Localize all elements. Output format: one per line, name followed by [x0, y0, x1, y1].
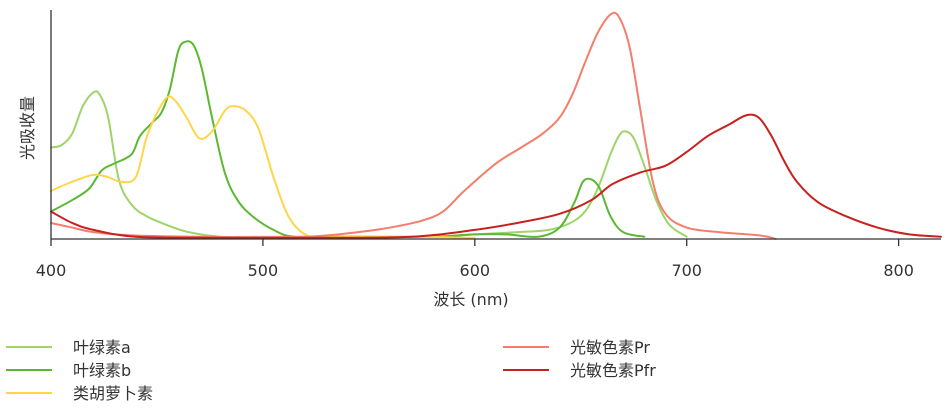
- series-line-1: [50, 90, 688, 239]
- series-line-5: [50, 113, 942, 239]
- legend: 叶绿素a 叶绿素b 类胡萝卜素 光敏色素Pr 光敏色素Pfr: [6, 338, 656, 403]
- series-group: [50, 11, 942, 240]
- legend-label-2: 叶绿素b: [73, 361, 131, 380]
- x-tick-label: 700: [671, 261, 702, 280]
- x-tick-label: 600: [460, 261, 491, 280]
- series-line-4: [50, 11, 777, 240]
- series-line-2: [50, 40, 646, 239]
- x-axis-title: 波长 (nm): [433, 290, 508, 309]
- x-tick-label: 400: [36, 261, 67, 280]
- x-ticks: 400 500 600 700 800: [36, 239, 914, 280]
- x-tick-label: 800: [883, 261, 914, 280]
- legend-label-1: 叶绿素a: [73, 338, 131, 357]
- legend-label-4: 光敏色素Pr: [570, 338, 650, 357]
- y-axis-title: 光吸收量: [18, 96, 37, 160]
- legend-label-5: 光敏色素Pfr: [570, 361, 656, 380]
- x-tick-label: 500: [248, 261, 279, 280]
- legend-label-3: 类胡萝卜素: [73, 384, 153, 403]
- series-line-3: [50, 95, 476, 239]
